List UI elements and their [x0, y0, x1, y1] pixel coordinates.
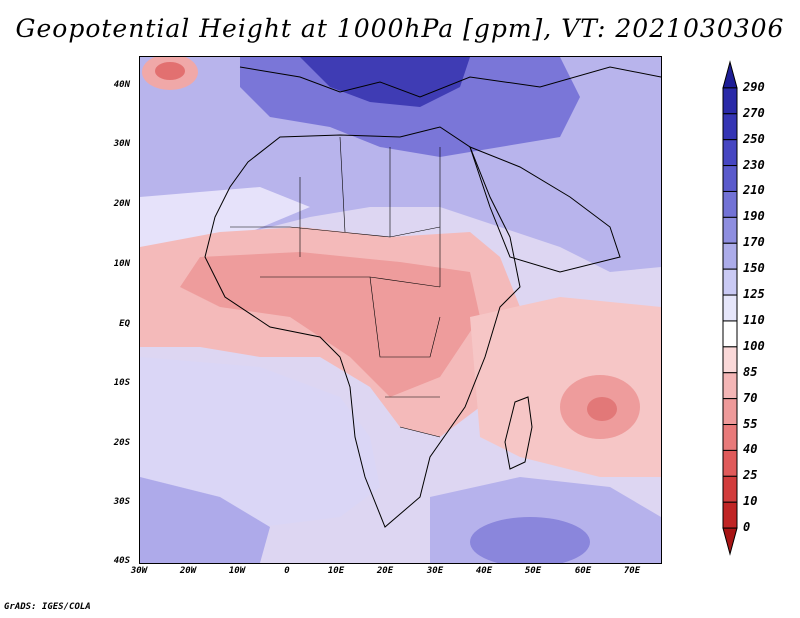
lat-label-30s: 30S — [113, 497, 130, 507]
lat-label-eq: EQ — [119, 319, 130, 329]
map-plot-area — [139, 56, 662, 564]
colorbar-label: 70 — [743, 390, 758, 405]
africa-coastline — [204, 126, 521, 528]
colorbar-label: 150 — [743, 261, 765, 276]
colorbar-label: 25 — [743, 468, 758, 483]
credit-text: GrADS: IGES/COLA — [4, 602, 91, 612]
colorbar-label: 230 — [743, 157, 765, 172]
field-region-tropical-red-strong — [180, 252, 480, 397]
lat-label-20s: 20S — [113, 438, 130, 448]
lon-label-30w: 30W — [130, 566, 148, 576]
field-spot-red-nw-core — [155, 62, 185, 80]
lat-label-40n: 40N — [113, 80, 130, 90]
colorbar — [722, 60, 738, 556]
lon-label-40e: 40E — [475, 566, 493, 576]
madagascar-coastline — [504, 396, 533, 470]
colorbar-swatch — [722, 527, 738, 556]
colorbar-swatch — [722, 475, 738, 503]
lat-label-30n: 30N — [113, 139, 130, 149]
lat-label-40s: 40S — [113, 556, 130, 566]
colorbar-label: 40 — [743, 442, 758, 457]
lon-label-20w: 20W — [179, 566, 197, 576]
europe-coastline — [239, 66, 661, 98]
colorbar-swatch — [722, 501, 738, 529]
field-region-south-blue-west — [140, 477, 270, 563]
colorbar-swatch — [722, 190, 738, 218]
colorbar-label: 110 — [743, 312, 765, 327]
colorbar-label: 55 — [743, 416, 758, 431]
colorbar-label: 170 — [743, 235, 765, 250]
colorbar-label: 250 — [743, 131, 765, 146]
field-region-light-west — [140, 187, 310, 247]
colorbar-label: 85 — [743, 364, 758, 379]
colorbar-label: 190 — [743, 209, 765, 224]
lat-label-10s: 10S — [113, 378, 130, 388]
colorbar-swatch — [722, 113, 738, 141]
colorbar-label: 210 — [743, 183, 765, 198]
lon-label-50e: 50E — [524, 566, 542, 576]
colorbar-swatch — [722, 449, 738, 477]
political-borders — [230, 136, 441, 438]
colorbar-swatch — [722, 268, 738, 296]
colorbar-swatch — [722, 320, 738, 348]
colorbar-swatch — [722, 87, 738, 115]
colorbar-label: 290 — [743, 79, 765, 94]
field-spot-blue-south — [470, 517, 590, 563]
lon-label-0: 0 — [284, 566, 290, 576]
colorbar-swatch — [722, 346, 738, 374]
colorbar-swatch — [722, 139, 738, 167]
lon-label-70e: 70E — [623, 566, 641, 576]
lat-label-10n: 10N — [113, 259, 130, 269]
colorbar-swatch — [722, 398, 738, 426]
colorbar-label: 10 — [743, 494, 758, 509]
field-spot-red-east-core — [587, 397, 617, 421]
colorbar-swatch — [722, 424, 738, 451]
colorbar-swatch — [722, 242, 738, 270]
colorbar-swatch — [722, 60, 738, 89]
lat-label-20n: 20N — [113, 199, 130, 209]
lon-label-20e: 20E — [376, 566, 394, 576]
colorbar-label: 270 — [743, 105, 765, 120]
lon-label-30e: 30E — [426, 566, 444, 576]
arabia-coastline — [469, 146, 621, 273]
lon-label-10w: 10W — [228, 566, 246, 576]
lon-label-10e: 10E — [327, 566, 345, 576]
colorbar-label: 0 — [743, 520, 751, 535]
chart-title: Geopotential Height at 1000hPa [gpm], VT… — [15, 14, 785, 43]
lon-label-60e: 60E — [574, 566, 592, 576]
colorbar-label: 100 — [743, 338, 765, 353]
colorbar-swatch — [722, 165, 738, 192]
colorbar-label: 125 — [743, 287, 765, 302]
colorbar-swatch — [722, 216, 738, 244]
map-field — [140, 57, 661, 563]
colorbar-swatch — [722, 372, 738, 400]
colorbar-swatch — [722, 294, 738, 322]
